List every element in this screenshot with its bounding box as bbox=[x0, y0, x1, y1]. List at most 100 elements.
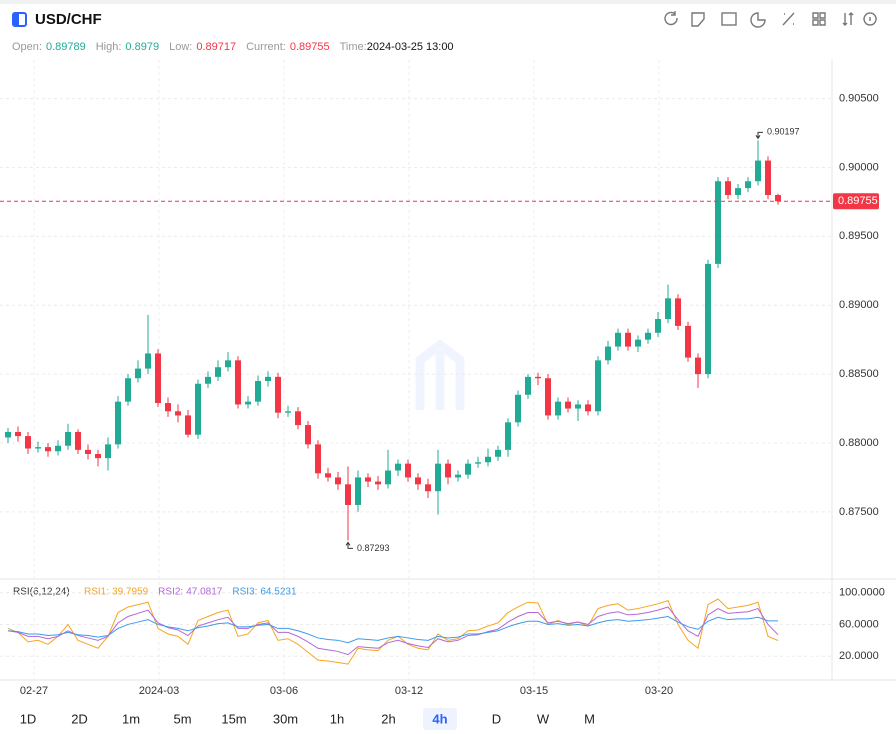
candle-body bbox=[655, 319, 661, 333]
pie-icon[interactable] bbox=[750, 12, 766, 28]
candle-body bbox=[165, 403, 171, 412]
refresh-icon[interactable] bbox=[664, 11, 678, 26]
y-tick-label: 60.0000 bbox=[839, 618, 879, 630]
y-tick-label: 0.88500 bbox=[839, 368, 879, 380]
candle-body bbox=[315, 444, 321, 474]
indicator-title: RSI(6,12,24) bbox=[13, 587, 70, 598]
info-value: 0.8979 bbox=[125, 41, 159, 53]
info-label: Time: bbox=[340, 41, 367, 53]
candle-body bbox=[265, 376, 271, 381]
timeframe-button[interactable]: 2h bbox=[381, 711, 395, 726]
legend-name: RSI1: bbox=[84, 587, 109, 598]
x-tick-label: 2024-03 bbox=[139, 685, 179, 697]
timeframe-button[interactable]: 15m bbox=[221, 711, 246, 726]
timeframe-button[interactable]: 1m bbox=[122, 711, 140, 726]
max-marker-label: 0.90197 bbox=[767, 127, 800, 137]
candle-body bbox=[525, 376, 531, 395]
candle-body bbox=[45, 447, 51, 452]
candle-body bbox=[235, 360, 241, 405]
candle-body bbox=[195, 383, 201, 435]
candle-body bbox=[35, 447, 41, 449]
candle-body bbox=[375, 481, 381, 485]
percent-icon[interactable] bbox=[782, 12, 795, 26]
legend-name: RSI2: bbox=[158, 587, 183, 598]
candle-body bbox=[685, 325, 691, 358]
toolbar-icons[interactable] bbox=[664, 11, 877, 28]
max-marker-arrow bbox=[755, 131, 763, 140]
legend-value: 39.7959 bbox=[112, 587, 149, 598]
timeframe-button[interactable]: 30m bbox=[273, 711, 298, 726]
candle-body bbox=[145, 353, 151, 369]
x-tick-label: 03-06 bbox=[270, 685, 298, 697]
candle-body bbox=[105, 444, 111, 459]
settings-icon[interactable] bbox=[863, 12, 877, 26]
y-tick-label: 0.89500 bbox=[839, 230, 879, 242]
candle-body bbox=[705, 263, 711, 375]
timeframe-button[interactable]: 1h bbox=[330, 711, 344, 726]
sort-icon[interactable] bbox=[842, 12, 854, 26]
candle-body bbox=[115, 401, 121, 445]
candle-body bbox=[285, 411, 291, 413]
info-value: 0.89717 bbox=[196, 41, 236, 53]
candle-body bbox=[255, 380, 261, 402]
candle-body bbox=[65, 431, 71, 446]
candle-body bbox=[325, 473, 331, 478]
timeframe-button[interactable]: M bbox=[584, 711, 595, 726]
candle-body bbox=[415, 477, 421, 485]
x-tick-label: 03-20 bbox=[645, 685, 673, 697]
candle-body bbox=[215, 367, 221, 377]
timeframe-button[interactable]: W bbox=[537, 711, 550, 726]
candle-body bbox=[175, 411, 181, 416]
candle-body bbox=[385, 470, 391, 485]
candle-body bbox=[425, 484, 431, 492]
candle-body bbox=[55, 445, 61, 452]
info-value: 0.89789 bbox=[46, 41, 86, 53]
candle-body bbox=[135, 368, 141, 379]
y-tick-label: 0.87500 bbox=[839, 506, 879, 518]
candle-body bbox=[395, 463, 401, 471]
candle-body bbox=[435, 463, 441, 492]
candle-body bbox=[405, 463, 411, 478]
layout-icon[interactable] bbox=[812, 12, 826, 26]
candle-body bbox=[645, 332, 651, 340]
candle-body bbox=[765, 160, 771, 196]
candle-body bbox=[275, 376, 281, 413]
candle-body bbox=[695, 357, 701, 375]
image-icon[interactable] bbox=[721, 12, 737, 26]
candle-body bbox=[585, 404, 591, 412]
candle-body bbox=[725, 181, 731, 196]
candle-body bbox=[575, 404, 581, 409]
candle-body bbox=[775, 195, 781, 202]
candle-body bbox=[475, 462, 481, 464]
candle-body bbox=[615, 332, 621, 347]
candle-body bbox=[505, 422, 511, 450]
candle-body bbox=[635, 339, 641, 347]
candle-body bbox=[595, 360, 601, 412]
candle-body bbox=[665, 298, 671, 319]
candle-body bbox=[15, 431, 21, 437]
candle-body bbox=[295, 411, 301, 426]
candle-body bbox=[625, 332, 631, 347]
draw-icon[interactable] bbox=[691, 12, 705, 27]
candle-body bbox=[305, 425, 311, 445]
top-strip bbox=[0, 0, 896, 4]
candle-body bbox=[95, 454, 101, 459]
timeframe-button[interactable]: 5m bbox=[173, 711, 191, 726]
min-marker-label: 0.87293 bbox=[357, 543, 390, 553]
timeframe-button[interactable]: 1D bbox=[20, 711, 37, 726]
current-price-badge bbox=[833, 193, 879, 210]
timeframe-button[interactable]: 4h bbox=[432, 711, 447, 726]
candle-body bbox=[75, 431, 81, 450]
rsi-line bbox=[7, 598, 779, 665]
candle-body bbox=[5, 431, 11, 438]
candle-body bbox=[205, 376, 211, 384]
candle-body bbox=[335, 477, 341, 485]
timeframe-button[interactable]: D bbox=[492, 711, 501, 726]
x-tick-label: 03-15 bbox=[520, 685, 548, 697]
candle-body bbox=[545, 378, 551, 416]
candle-body bbox=[455, 474, 461, 478]
candle-body bbox=[565, 401, 571, 409]
timeframe-button[interactable]: 2D bbox=[71, 711, 88, 726]
